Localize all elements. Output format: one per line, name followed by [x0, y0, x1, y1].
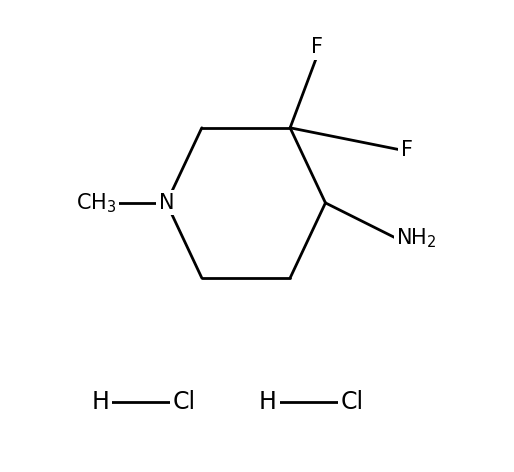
Text: NH$_2$: NH$_2$	[396, 227, 437, 250]
Text: H: H	[91, 389, 109, 413]
Text: Cl: Cl	[340, 389, 363, 413]
Text: CH$_3$: CH$_3$	[76, 191, 116, 215]
Text: N: N	[159, 193, 174, 213]
Text: F: F	[400, 140, 413, 160]
Text: F: F	[310, 37, 323, 57]
Text: H: H	[259, 389, 277, 413]
Text: Cl: Cl	[173, 389, 196, 413]
